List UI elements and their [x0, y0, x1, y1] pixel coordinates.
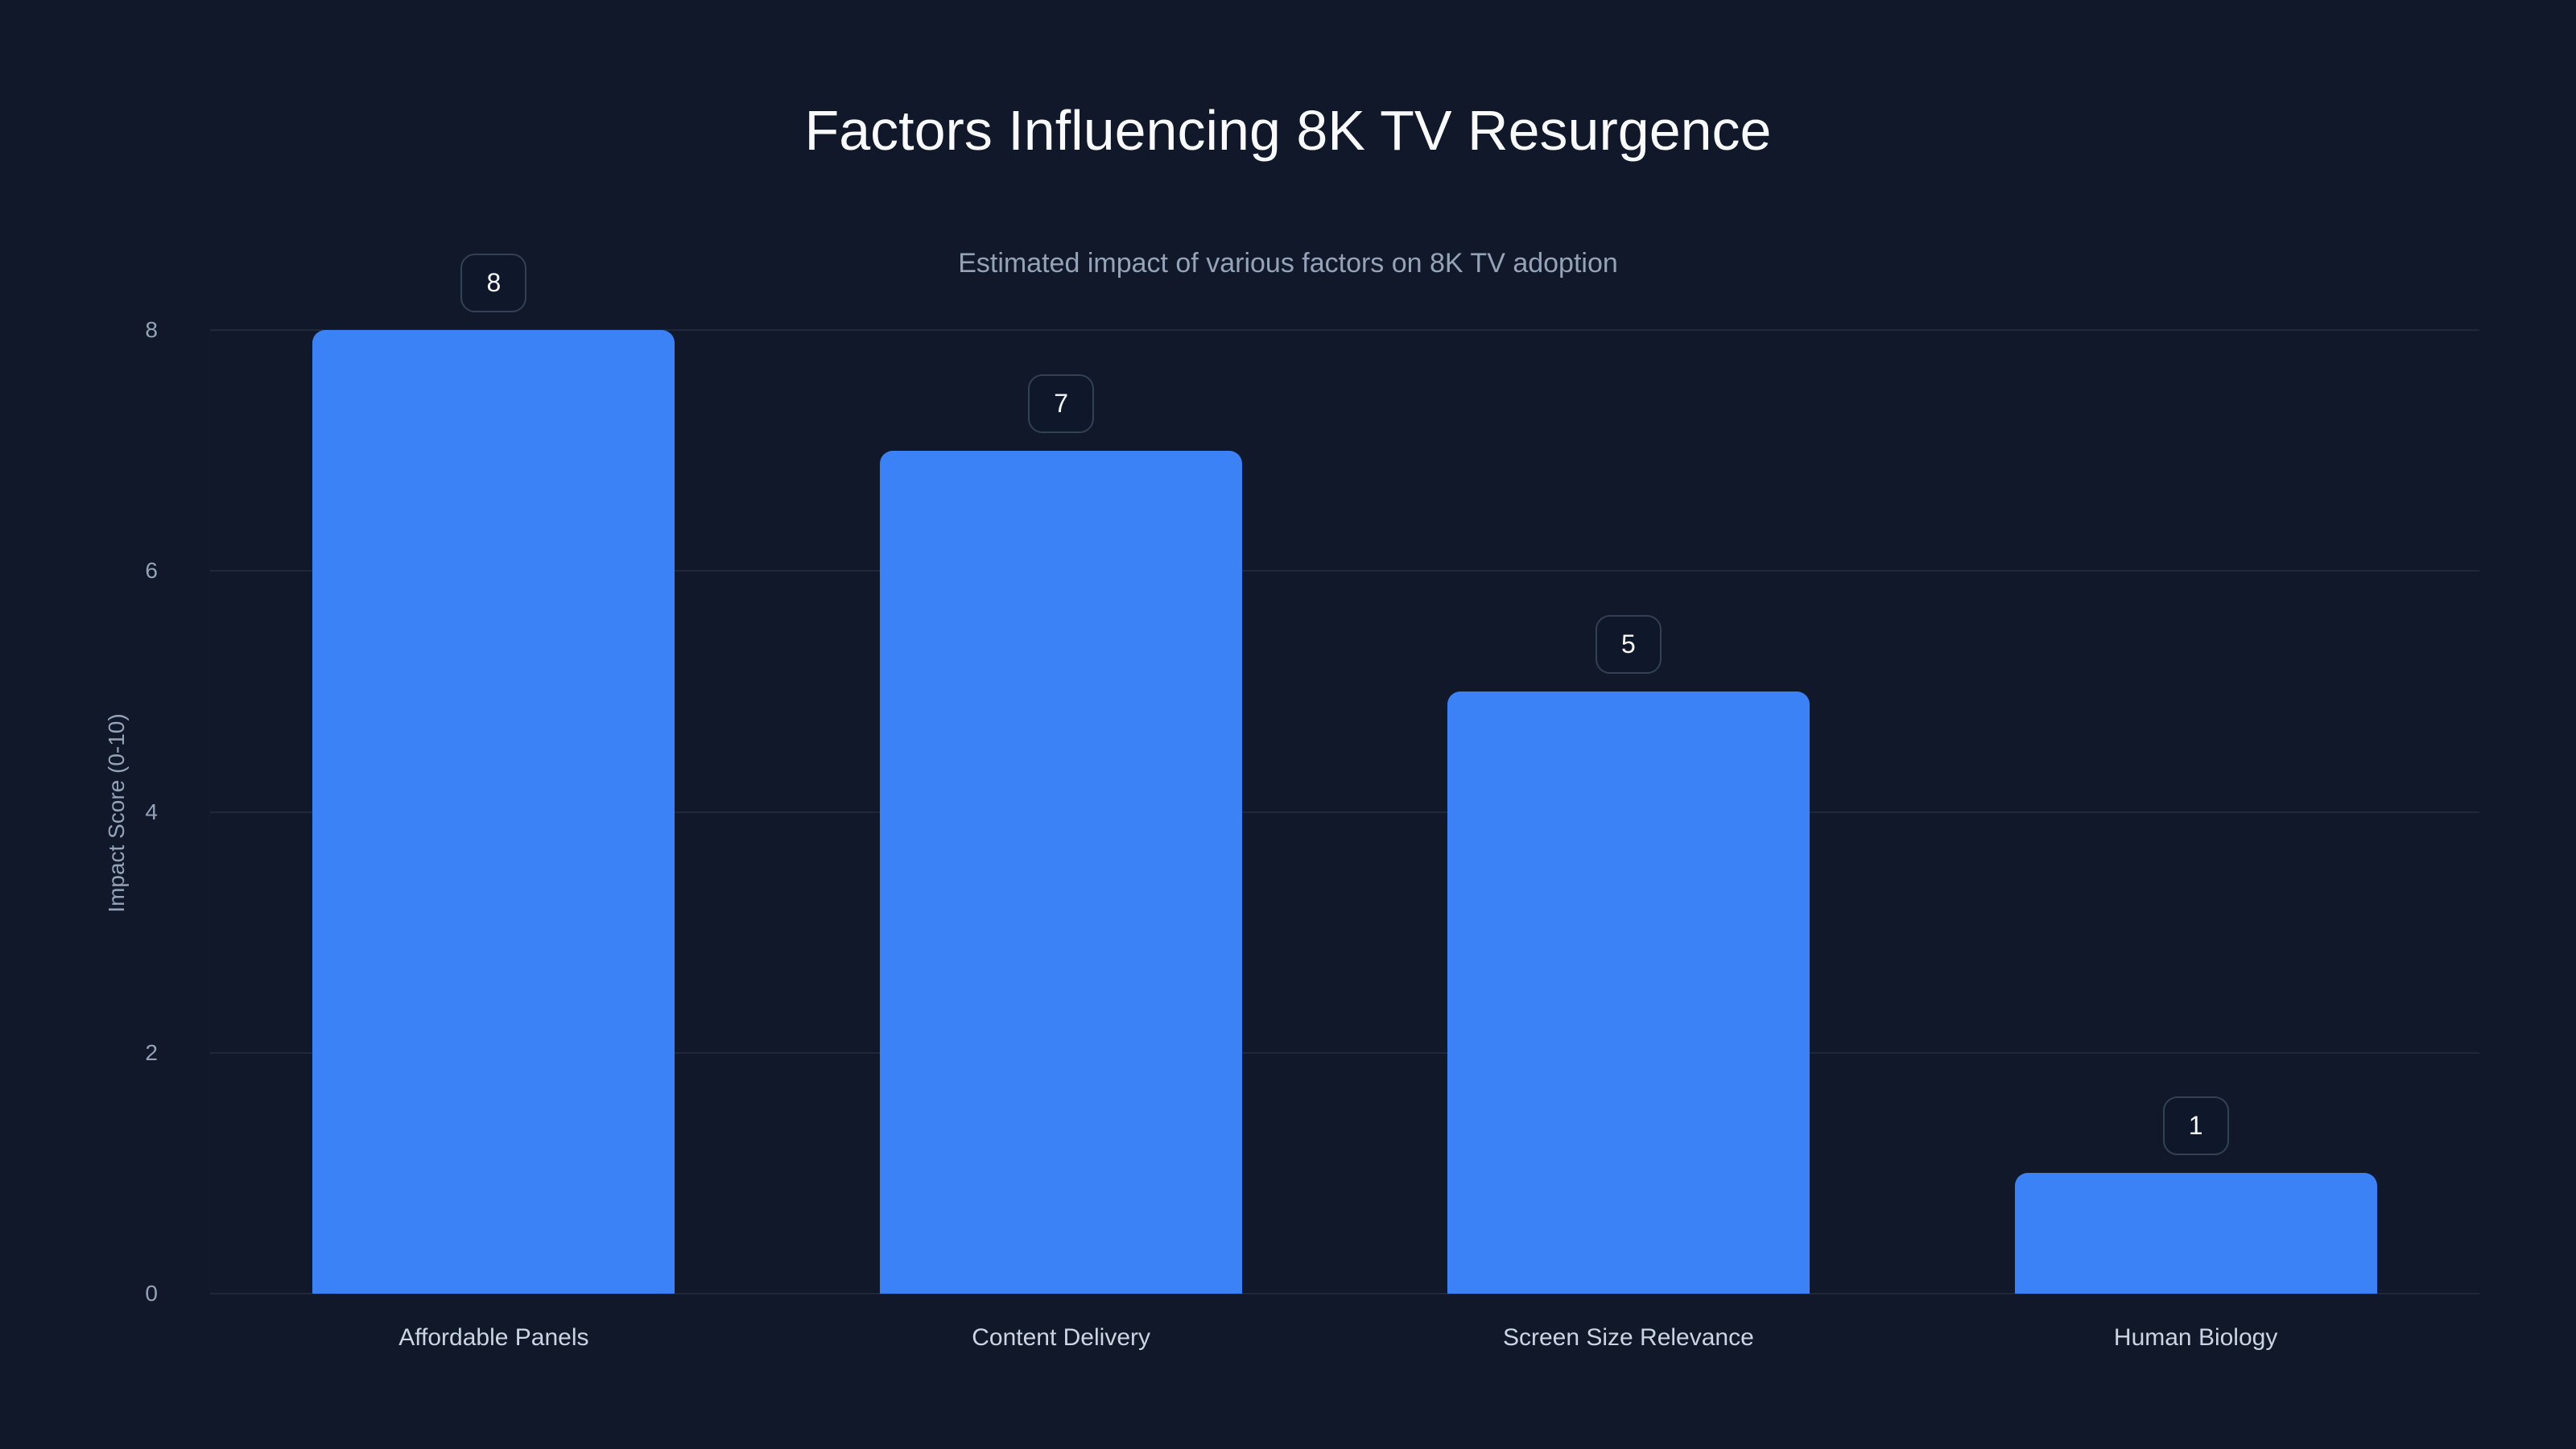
- y-tick-2: 2: [145, 1040, 158, 1065]
- gridline-2: [210, 1052, 2479, 1054]
- value-label: 7: [1028, 374, 1095, 433]
- plot-area: [209, 329, 2479, 1294]
- gridline-0: [210, 1293, 2479, 1294]
- x-category-label: Screen Size Relevance: [1502, 1324, 1754, 1351]
- chart-title: Factors Influencing 8K TV Resurgence: [804, 99, 1772, 162]
- x-category-label: Affordable Panels: [398, 1324, 589, 1351]
- y-axis-line: [209, 330, 210, 1294]
- gridline-8: [210, 329, 2479, 331]
- bar[interactable]: [1447, 691, 1810, 1294]
- x-category-label: Content Delivery: [972, 1324, 1150, 1351]
- bar[interactable]: [880, 450, 1243, 1294]
- y-tick-8: 8: [145, 317, 158, 342]
- bar[interactable]: [2014, 1173, 2377, 1294]
- value-label: 8: [460, 254, 527, 312]
- value-label: 5: [1595, 614, 1662, 674]
- y-tick-4: 4: [145, 799, 158, 824]
- chart-subtitle: Estimated impact of various factors on 8…: [958, 248, 1618, 279]
- value-label: 1: [2162, 1096, 2229, 1156]
- gridline-6: [210, 570, 2479, 572]
- y-tick-0: 0: [145, 1281, 158, 1306]
- x-category-label: Human Biology: [2113, 1324, 2278, 1351]
- bar[interactable]: [312, 330, 675, 1294]
- gridline-4: [210, 811, 2479, 813]
- y-tick-6: 6: [145, 558, 158, 583]
